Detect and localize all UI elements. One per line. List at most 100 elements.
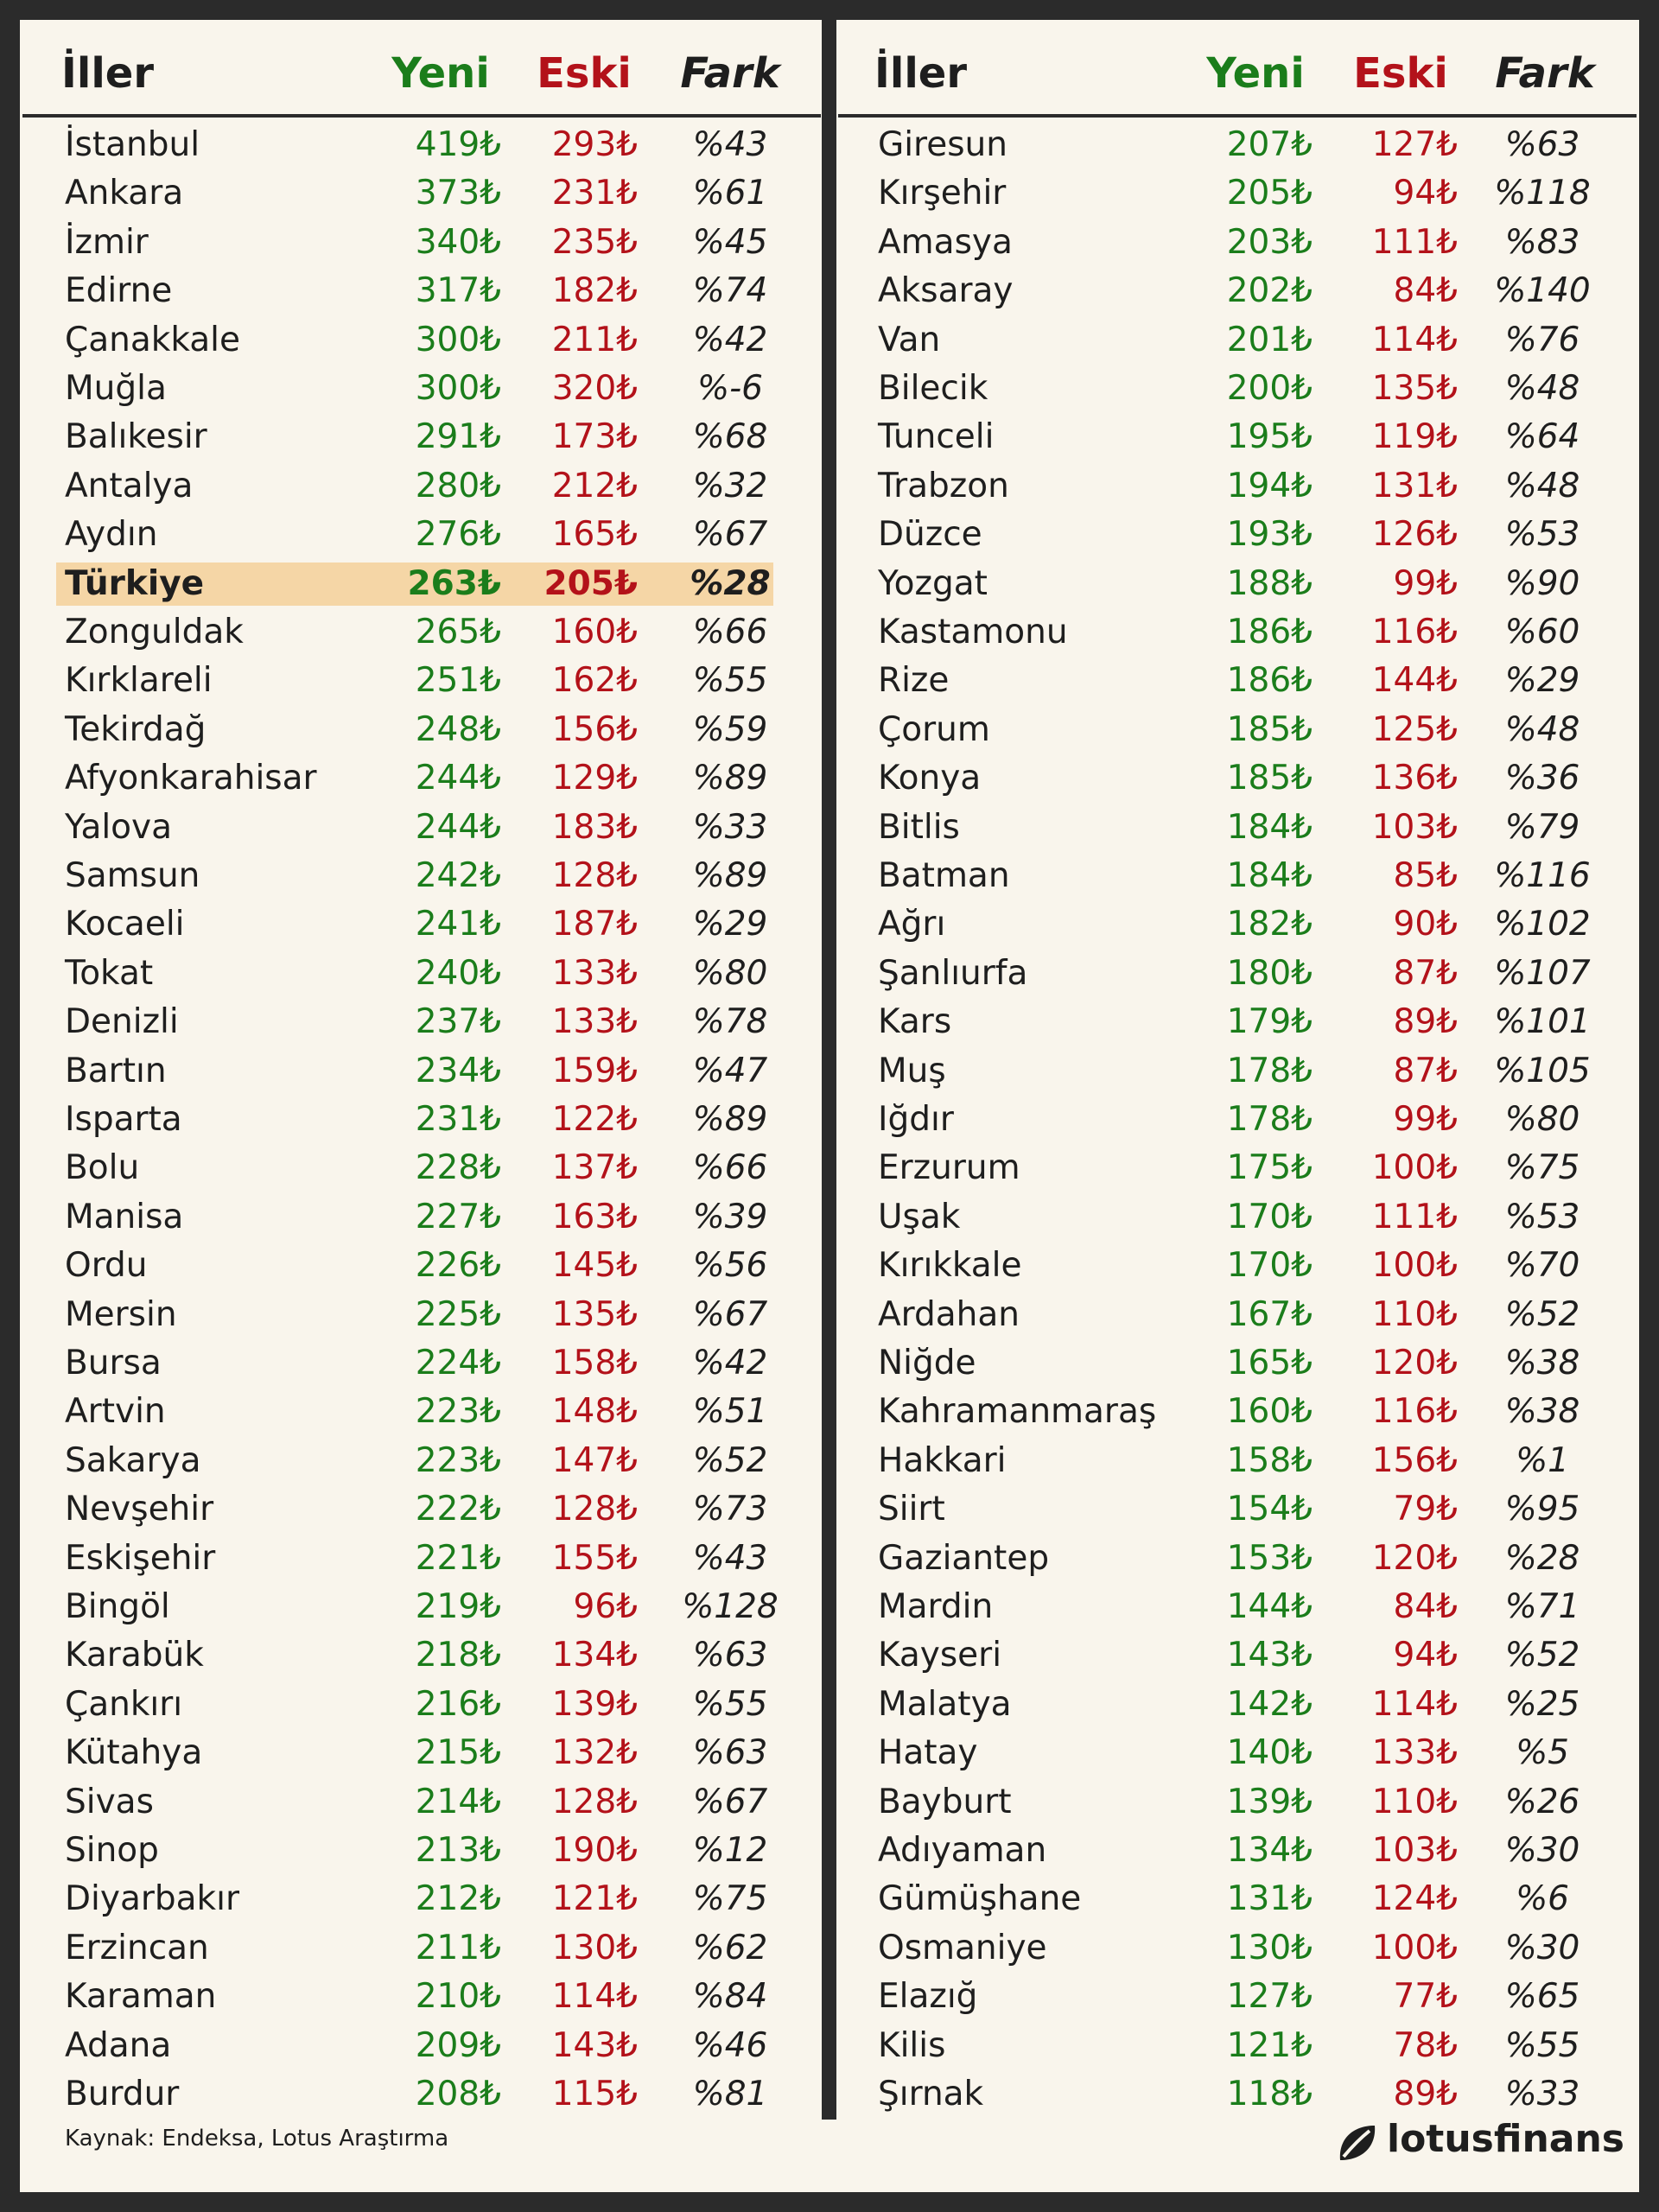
change-percent: %33 (1504, 2075, 1580, 2113)
old-price: 116₺ (1371, 1392, 1458, 1432)
change-percent: %51 (692, 1392, 768, 1432)
old-price: 100₺ (1371, 1928, 1458, 1967)
old-price: 115₺ (551, 2075, 638, 2113)
province-name: Afyonkarahisar (65, 759, 317, 798)
old-price: 145₺ (551, 1246, 638, 1286)
new-price: 178₺ (1226, 1100, 1313, 1139)
province-name: Van (878, 320, 941, 359)
old-price: 205₺ (543, 563, 638, 603)
province-name: Nevşehir (65, 1490, 214, 1529)
province-name: Türkiye (65, 563, 205, 603)
old-price: 187₺ (551, 905, 638, 944)
new-price: 419₺ (415, 125, 501, 164)
change-percent: %71 (1504, 1587, 1580, 1626)
change-percent: %52 (1504, 1294, 1580, 1334)
new-price: 144₺ (1226, 1587, 1313, 1626)
old-price: 133₺ (551, 1002, 638, 1042)
change-percent: %-6 (697, 369, 763, 408)
new-price: 170₺ (1226, 1246, 1313, 1286)
province-name: Samsun (65, 856, 200, 895)
new-price: 193₺ (1226, 515, 1313, 555)
change-percent: %29 (1504, 661, 1580, 701)
old-price: 119₺ (1371, 417, 1458, 457)
province-name: Tekirdağ (65, 709, 207, 749)
brand-name: lotusfinans (1387, 2117, 1624, 2161)
province-name: Yozgat (878, 563, 988, 603)
new-price: 178₺ (1226, 1051, 1313, 1090)
new-price: 241₺ (415, 905, 501, 944)
province-name: Hatay (878, 1733, 978, 1773)
header-label: İller (61, 49, 154, 98)
province-name: Burdur (65, 2075, 180, 2113)
new-price: 186₺ (1226, 613, 1313, 652)
change-percent: %42 (692, 1344, 768, 1382)
new-price: 170₺ (1226, 1197, 1313, 1236)
change-percent: %30 (1504, 1928, 1580, 1967)
new-price: 203₺ (1226, 222, 1313, 262)
new-price: 226₺ (415, 1246, 501, 1286)
change-percent: %73 (692, 1490, 768, 1529)
old-price: 163₺ (551, 1197, 638, 1236)
new-price: 234₺ (415, 1051, 501, 1090)
province-name: Gaziantep (878, 1538, 1050, 1578)
province-name: Siirt (878, 1490, 945, 1529)
province-name: Isparta (65, 1100, 182, 1139)
new-price: 158₺ (1226, 1440, 1313, 1480)
change-percent: %67 (692, 1294, 768, 1334)
old-price: 89₺ (1393, 2075, 1458, 2113)
change-percent: %52 (692, 1440, 768, 1480)
change-percent: %66 (692, 1148, 768, 1188)
new-price: 265₺ (415, 613, 501, 652)
new-price: 213₺ (415, 1831, 501, 1870)
change-percent: %62 (692, 1928, 768, 1967)
change-percent: %42 (692, 320, 768, 359)
change-percent: %67 (692, 1782, 768, 1821)
old-price: 84₺ (1393, 271, 1458, 311)
change-percent: %29 (692, 905, 768, 944)
old-price: 99₺ (1393, 563, 1458, 603)
old-price: 96₺ (573, 1587, 638, 1626)
province-name: Niğde (878, 1344, 976, 1382)
new-price: 280₺ (415, 466, 501, 505)
change-percent: %53 (1504, 515, 1580, 555)
old-price: 137₺ (551, 1148, 638, 1188)
province-name: Trabzon (878, 466, 1009, 505)
change-percent: %63 (692, 1636, 768, 1675)
new-price: 237₺ (415, 1002, 501, 1042)
province-name: Düzce (878, 515, 982, 555)
change-percent: %64 (1504, 417, 1580, 457)
new-price: 202₺ (1226, 271, 1313, 311)
province-name: Bursa (65, 1344, 162, 1382)
change-percent: %59 (692, 709, 768, 749)
old-price: 139₺ (551, 1684, 638, 1724)
old-price: 125₺ (1371, 709, 1458, 749)
province-name: Erzurum (878, 1148, 1020, 1188)
old-price: 84₺ (1393, 1587, 1458, 1626)
change-percent: %48 (1504, 709, 1580, 749)
old-price: 144₺ (1371, 661, 1458, 701)
new-price: 248₺ (415, 709, 501, 749)
province-name: Zonguldak (65, 613, 244, 652)
new-price: 142₺ (1226, 1684, 1313, 1724)
change-percent: %28 (1504, 1538, 1580, 1578)
old-price: 135₺ (1371, 369, 1458, 408)
old-price: 111₺ (1371, 222, 1458, 262)
change-percent: %75 (1504, 1148, 1580, 1188)
change-percent: %67 (692, 515, 768, 555)
province-name: Aksaray (878, 271, 1014, 311)
new-price: 244₺ (415, 759, 501, 798)
change-percent: %26 (1504, 1782, 1580, 1821)
change-percent: %65 (1504, 1977, 1580, 2017)
new-price: 165₺ (1226, 1344, 1313, 1382)
change-percent: %81 (692, 2075, 768, 2113)
old-price: 183₺ (551, 807, 638, 847)
new-price: 212₺ (415, 1879, 501, 1919)
province-name: Diyarbakır (65, 1879, 239, 1919)
new-price: 139₺ (1226, 1782, 1313, 1821)
header-label: Fark (1495, 49, 1595, 98)
province-name: İstanbul (65, 125, 200, 164)
province-name: Malatya (878, 1684, 1012, 1724)
old-price: 212₺ (551, 466, 638, 505)
province-name: Mardin (878, 1587, 994, 1626)
province-name: Amasya (878, 222, 1013, 262)
